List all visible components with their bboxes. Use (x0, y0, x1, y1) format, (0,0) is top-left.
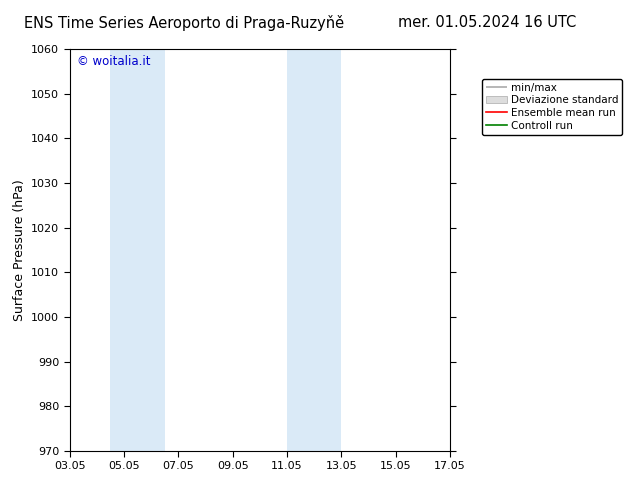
Y-axis label: Surface Pressure (hPa): Surface Pressure (hPa) (13, 179, 25, 321)
Bar (287, 49, 342, 451)
Text: mer. 01.05.2024 16 UTC: mer. 01.05.2024 16 UTC (398, 15, 576, 30)
Bar (110, 49, 165, 451)
Legend: min/max, Deviazione standard, Ensemble mean run, Controll run: min/max, Deviazione standard, Ensemble m… (482, 79, 623, 135)
Text: © woitalia.it: © woitalia.it (77, 55, 151, 68)
Text: ENS Time Series Aeroporto di Praga-Ruzyňě: ENS Time Series Aeroporto di Praga-Ruzyň… (24, 15, 344, 31)
